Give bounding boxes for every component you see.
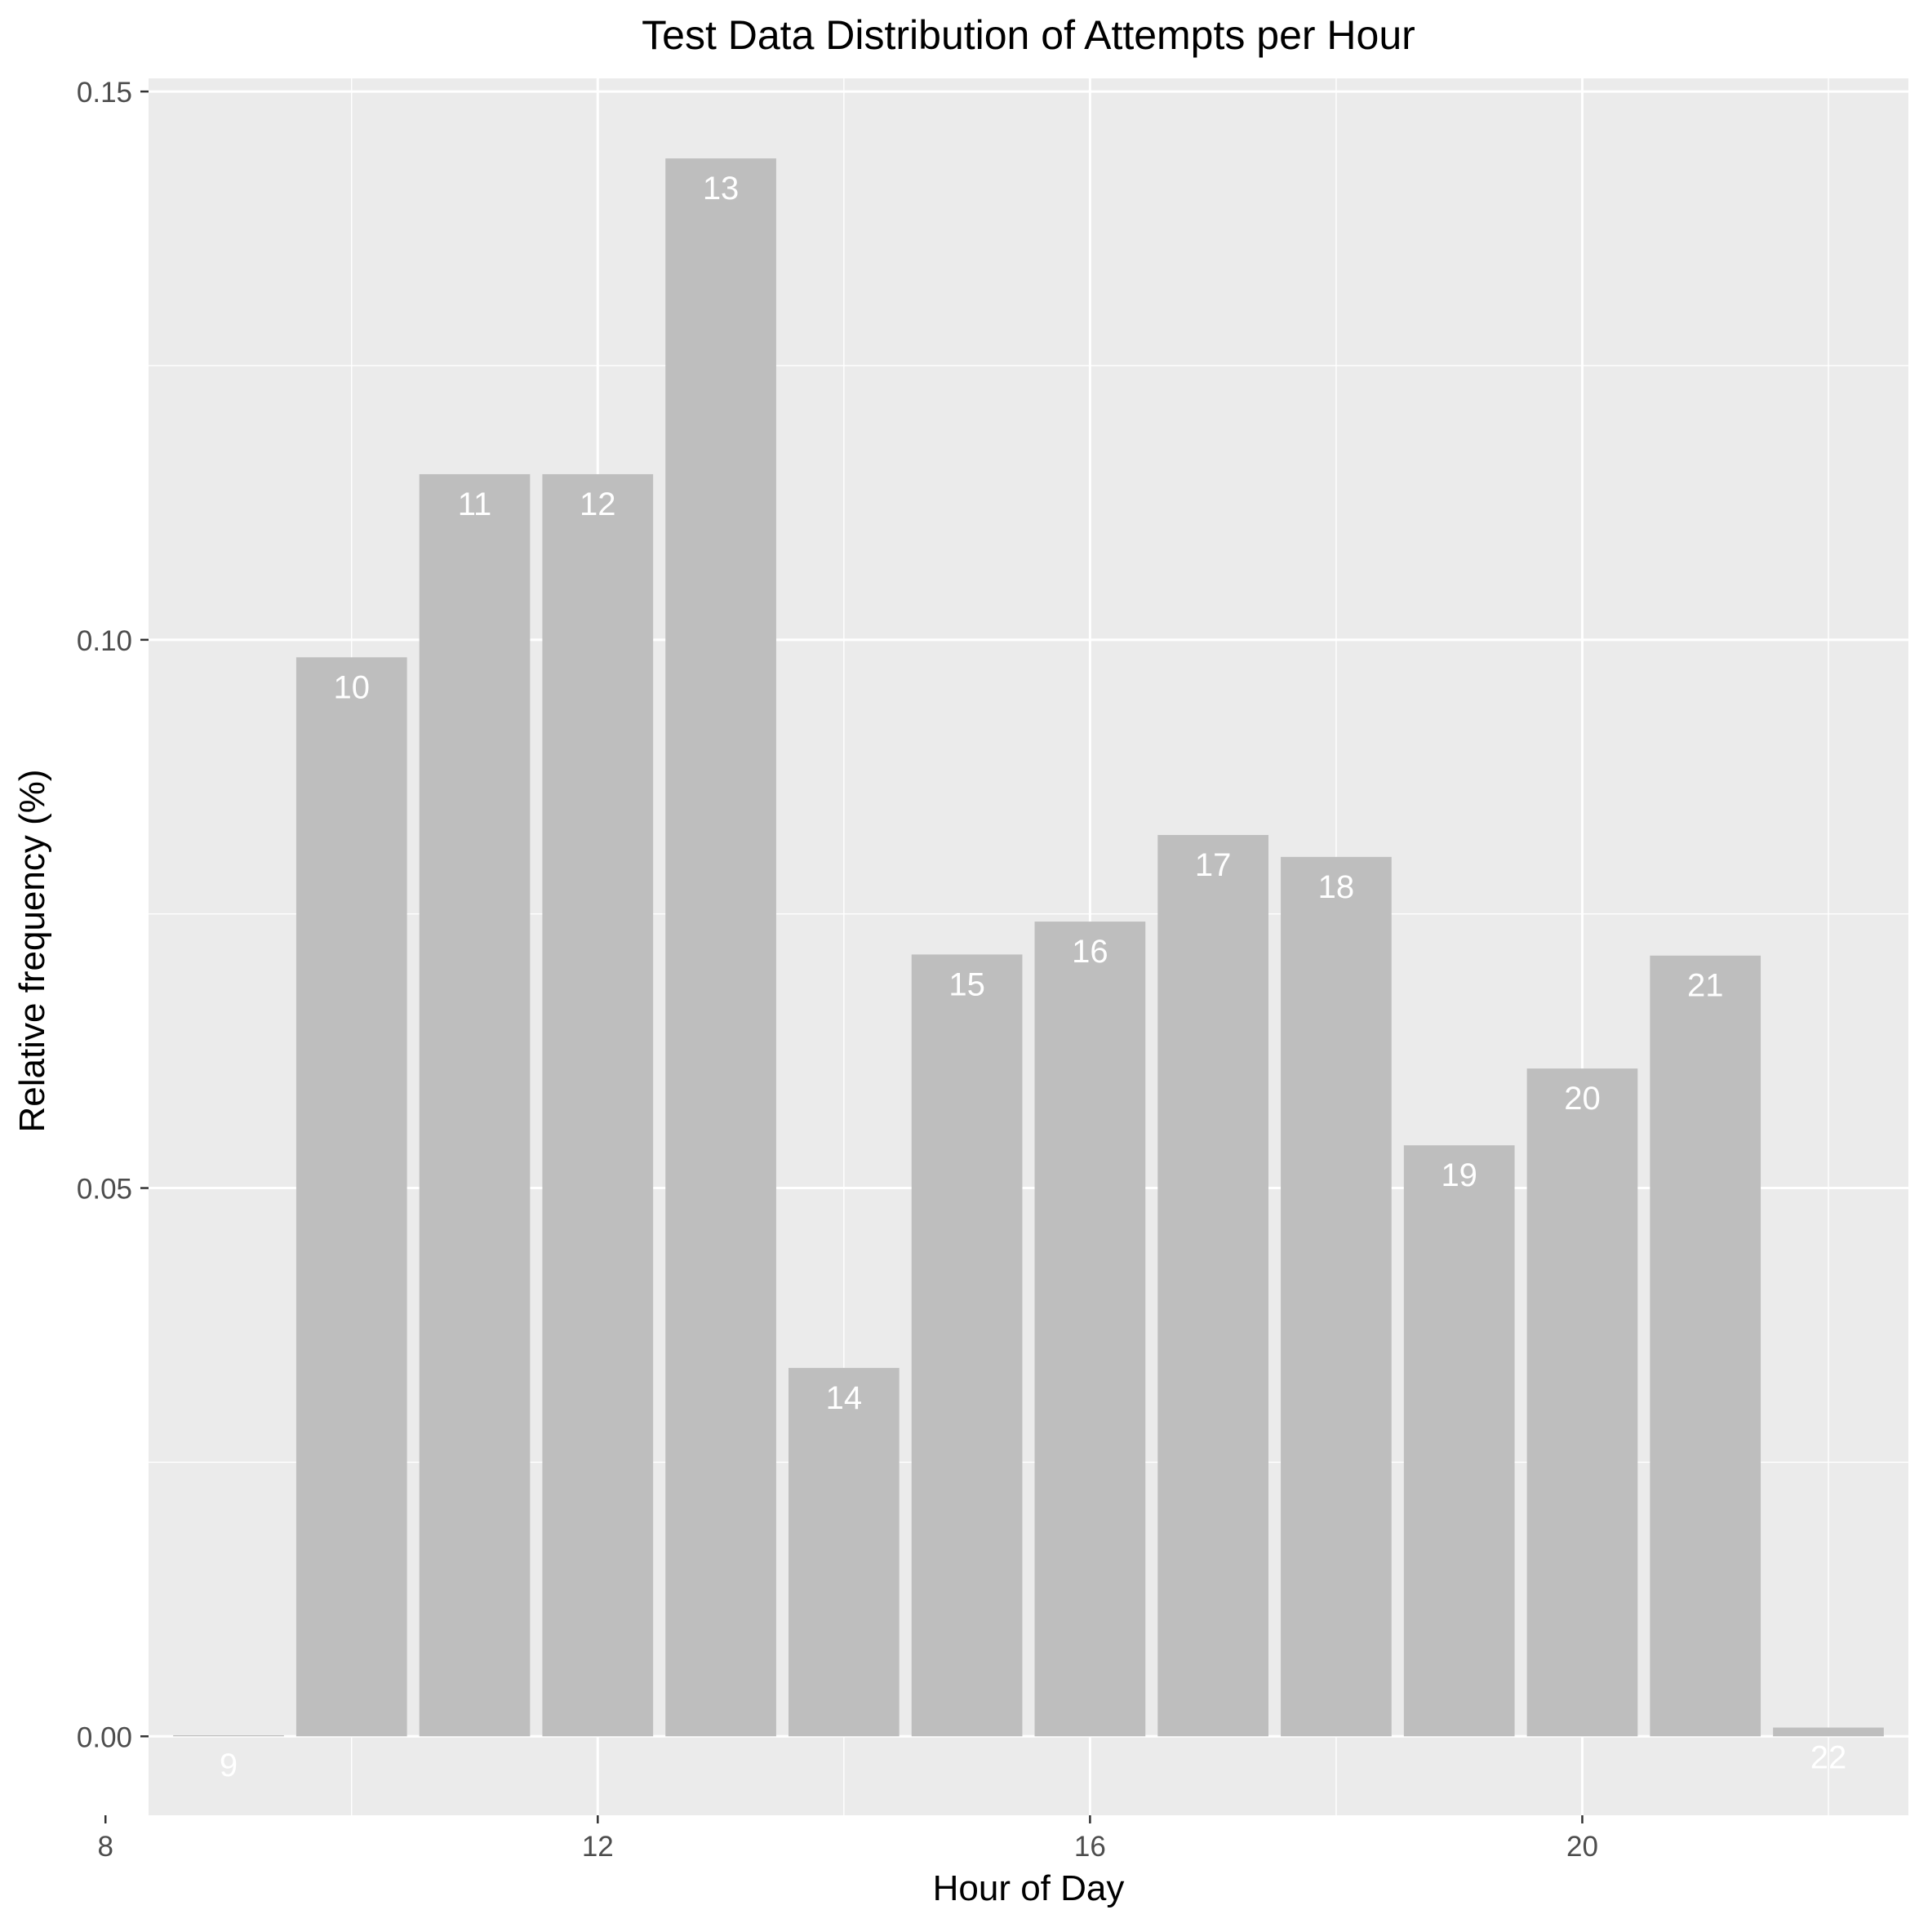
y-tick-label: 0.10 bbox=[77, 625, 132, 657]
bar-label-hour-15: 15 bbox=[948, 966, 985, 1002]
x-tick-label: 12 bbox=[582, 1831, 614, 1863]
bar-hour-12 bbox=[542, 473, 654, 1737]
bar-hour-10 bbox=[295, 657, 407, 1737]
bars bbox=[173, 158, 1884, 1737]
bar-label-hour-21: 21 bbox=[1687, 968, 1724, 1004]
bar-labels: 9 10 11 12 13 14 15 16 17 18 19 20 21 22 bbox=[220, 171, 1846, 1783]
bar-hour-18 bbox=[1281, 856, 1392, 1737]
bar-label-hour-12: 12 bbox=[580, 486, 616, 522]
bar-label-hour-13: 13 bbox=[703, 171, 740, 207]
y-tick-label: 0.15 bbox=[77, 77, 132, 109]
bar-hour-20 bbox=[1526, 1068, 1638, 1737]
bar-hour-22 bbox=[1773, 1727, 1884, 1737]
y-axis: 0.00 0.05 0.10 0.15 bbox=[77, 77, 149, 1753]
bar-label-hour-18: 18 bbox=[1318, 869, 1355, 905]
bar-hour-17 bbox=[1157, 834, 1268, 1737]
bar-hour-16 bbox=[1034, 922, 1146, 1737]
bar-hour-21 bbox=[1650, 955, 1761, 1737]
bar-label-hour-19: 19 bbox=[1441, 1157, 1477, 1193]
x-tick-label: 8 bbox=[97, 1831, 113, 1863]
bar-label-hour-14: 14 bbox=[826, 1380, 863, 1416]
bar-label-hour-22: 22 bbox=[1810, 1740, 1847, 1776]
bar-hour-9 bbox=[173, 1734, 284, 1737]
y-tick-label: 0.05 bbox=[77, 1174, 132, 1206]
x-tick-label: 20 bbox=[1566, 1831, 1598, 1863]
bar-label-hour-16: 16 bbox=[1072, 934, 1108, 970]
plot-panel bbox=[149, 78, 1908, 1815]
x-tick-label: 16 bbox=[1074, 1831, 1106, 1863]
bar-label-hour-10: 10 bbox=[334, 669, 371, 705]
bar-label-hour-20: 20 bbox=[1564, 1081, 1601, 1117]
bar-hour-19 bbox=[1403, 1145, 1515, 1737]
bar-hour-13 bbox=[665, 158, 776, 1737]
bar-label-hour-17: 17 bbox=[1195, 847, 1232, 883]
bar-hour-14 bbox=[789, 1367, 900, 1737]
y-tick-label: 0.00 bbox=[77, 1721, 132, 1753]
y-axis-title: Relative frequency (%) bbox=[12, 769, 52, 1132]
x-axis: 8 12 16 20 bbox=[97, 1815, 1598, 1863]
chart-title: Test Data Distribution of Attempts per H… bbox=[642, 12, 1415, 58]
x-axis-title: Hour of Day bbox=[933, 1868, 1125, 1908]
bar-hour-11 bbox=[419, 473, 531, 1737]
bar-label-hour-11: 11 bbox=[458, 486, 492, 522]
bar-label-hour-9: 9 bbox=[220, 1748, 238, 1783]
bar-hour-15 bbox=[911, 954, 1023, 1737]
